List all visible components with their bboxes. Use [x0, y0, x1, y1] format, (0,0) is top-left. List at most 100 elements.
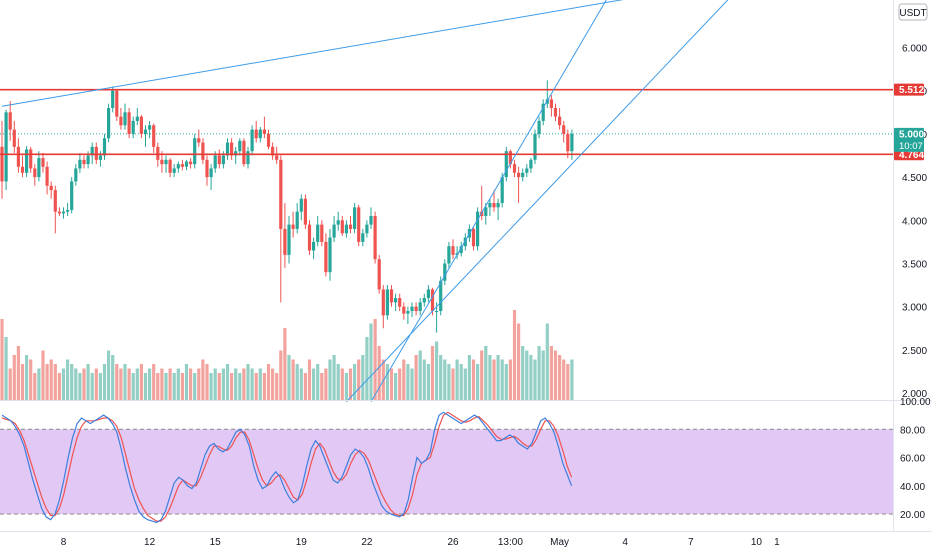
volume-bar	[41, 350, 45, 400]
volume-bar	[443, 359, 447, 400]
candle-body	[102, 138, 107, 156]
candle-body	[340, 220, 344, 234]
stochastic-rsi-pane[interactable]	[0, 0, 932, 532]
candle-body	[193, 138, 197, 165]
candle-body	[148, 125, 152, 130]
volume-bar	[299, 368, 303, 400]
volume-bar	[287, 355, 291, 400]
price-tick-label: 2.000	[902, 389, 927, 400]
time-axis[interactable]: 8 12 15 19 22 26 13:00 May 4 7 10 1	[61, 537, 780, 548]
volume-bar	[369, 323, 373, 400]
volume-bar	[312, 368, 316, 400]
candle-body	[414, 306, 418, 312]
volume-bar	[254, 373, 258, 400]
volume-bar	[184, 364, 189, 400]
candle-body	[82, 159, 86, 165]
candle-body	[353, 207, 357, 229]
volume-bar	[94, 368, 98, 400]
time-tick-label: 8	[61, 537, 67, 548]
volume-bar	[119, 368, 123, 400]
candle-body	[549, 99, 553, 108]
time-tick-label: 22	[361, 537, 373, 548]
candle-body	[209, 168, 213, 178]
candle-body	[250, 129, 254, 152]
volume-bar	[476, 364, 480, 400]
candle-body	[410, 306, 414, 312]
candle-body	[344, 224, 348, 234]
volume-bar	[115, 364, 119, 400]
candle-body	[111, 90, 115, 108]
volume-bar	[29, 359, 33, 400]
candle-body	[385, 289, 389, 316]
trend-line	[346, 0, 729, 403]
volume-bar	[459, 364, 463, 400]
candle-body	[402, 306, 406, 314]
volume-bar	[533, 359, 537, 400]
volume-bar	[504, 364, 508, 400]
volume-bar	[266, 364, 271, 400]
candle-body	[20, 166, 25, 173]
candle-body	[123, 112, 127, 126]
volume-bar	[447, 364, 451, 400]
currency-label: USDT	[899, 8, 926, 19]
volume-bar	[455, 359, 459, 400]
volume-bar	[213, 368, 217, 400]
volume-bar	[74, 368, 78, 400]
candle-body	[16, 146, 20, 167]
volume-bar	[361, 355, 365, 400]
candle-body	[525, 168, 529, 173]
volume-bar	[348, 368, 353, 400]
volume-bar	[307, 359, 312, 400]
candle-body	[271, 146, 275, 156]
volume-bar	[521, 346, 525, 400]
candle-body	[275, 155, 279, 160]
candle-body	[537, 120, 541, 134]
candle-body	[471, 228, 476, 247]
candle-body	[357, 207, 361, 242]
volume-bar	[111, 355, 115, 400]
time-tick-label: 13:00	[498, 537, 523, 548]
volume-bar	[49, 359, 53, 400]
candle-body	[508, 151, 512, 165]
candle-body	[213, 155, 217, 169]
volume-bar	[389, 368, 394, 400]
candle-body	[394, 298, 398, 303]
price-tick-label: 3.000	[902, 303, 927, 314]
volume-bar	[139, 364, 143, 400]
candle-body	[430, 289, 435, 312]
candle-body	[266, 133, 271, 147]
volume-bar	[545, 323, 549, 400]
volume-bar	[373, 319, 377, 400]
candle-body	[221, 155, 225, 165]
price-tick-label: 2.500	[902, 346, 927, 357]
price-axis[interactable]: USDT 6.0005.5005.0004.5004.0003.5003.000…	[894, 3, 931, 521]
time-tick-label: 4	[622, 537, 628, 548]
volume-bar	[61, 368, 66, 400]
volume-bar	[512, 310, 517, 400]
volume-bar	[488, 355, 492, 400]
volume-bar	[164, 373, 168, 400]
main-price-pane[interactable]	[0, 0, 893, 403]
candle-body	[439, 280, 443, 312]
volume-bar	[570, 359, 574, 400]
volume-bar	[500, 359, 504, 400]
volume-bar	[275, 373, 279, 400]
candle-body	[8, 112, 12, 130]
volume-bar	[328, 359, 332, 400]
candle-body	[279, 159, 283, 229]
candle-body	[246, 151, 250, 165]
currency-badge[interactable]	[898, 3, 928, 21]
current-price-countdown: 10:07	[899, 141, 923, 152]
volume-bar	[189, 368, 193, 400]
volume-bar	[344, 373, 348, 400]
volume-bar	[283, 328, 287, 400]
volume-bar	[410, 368, 414, 400]
volume-bar	[508, 359, 512, 400]
candle-body	[418, 302, 422, 312]
candle-body	[422, 298, 426, 303]
candle-body	[12, 129, 16, 147]
volume-bar	[426, 364, 430, 400]
volume-bar	[418, 350, 422, 400]
candle-body	[295, 211, 299, 229]
